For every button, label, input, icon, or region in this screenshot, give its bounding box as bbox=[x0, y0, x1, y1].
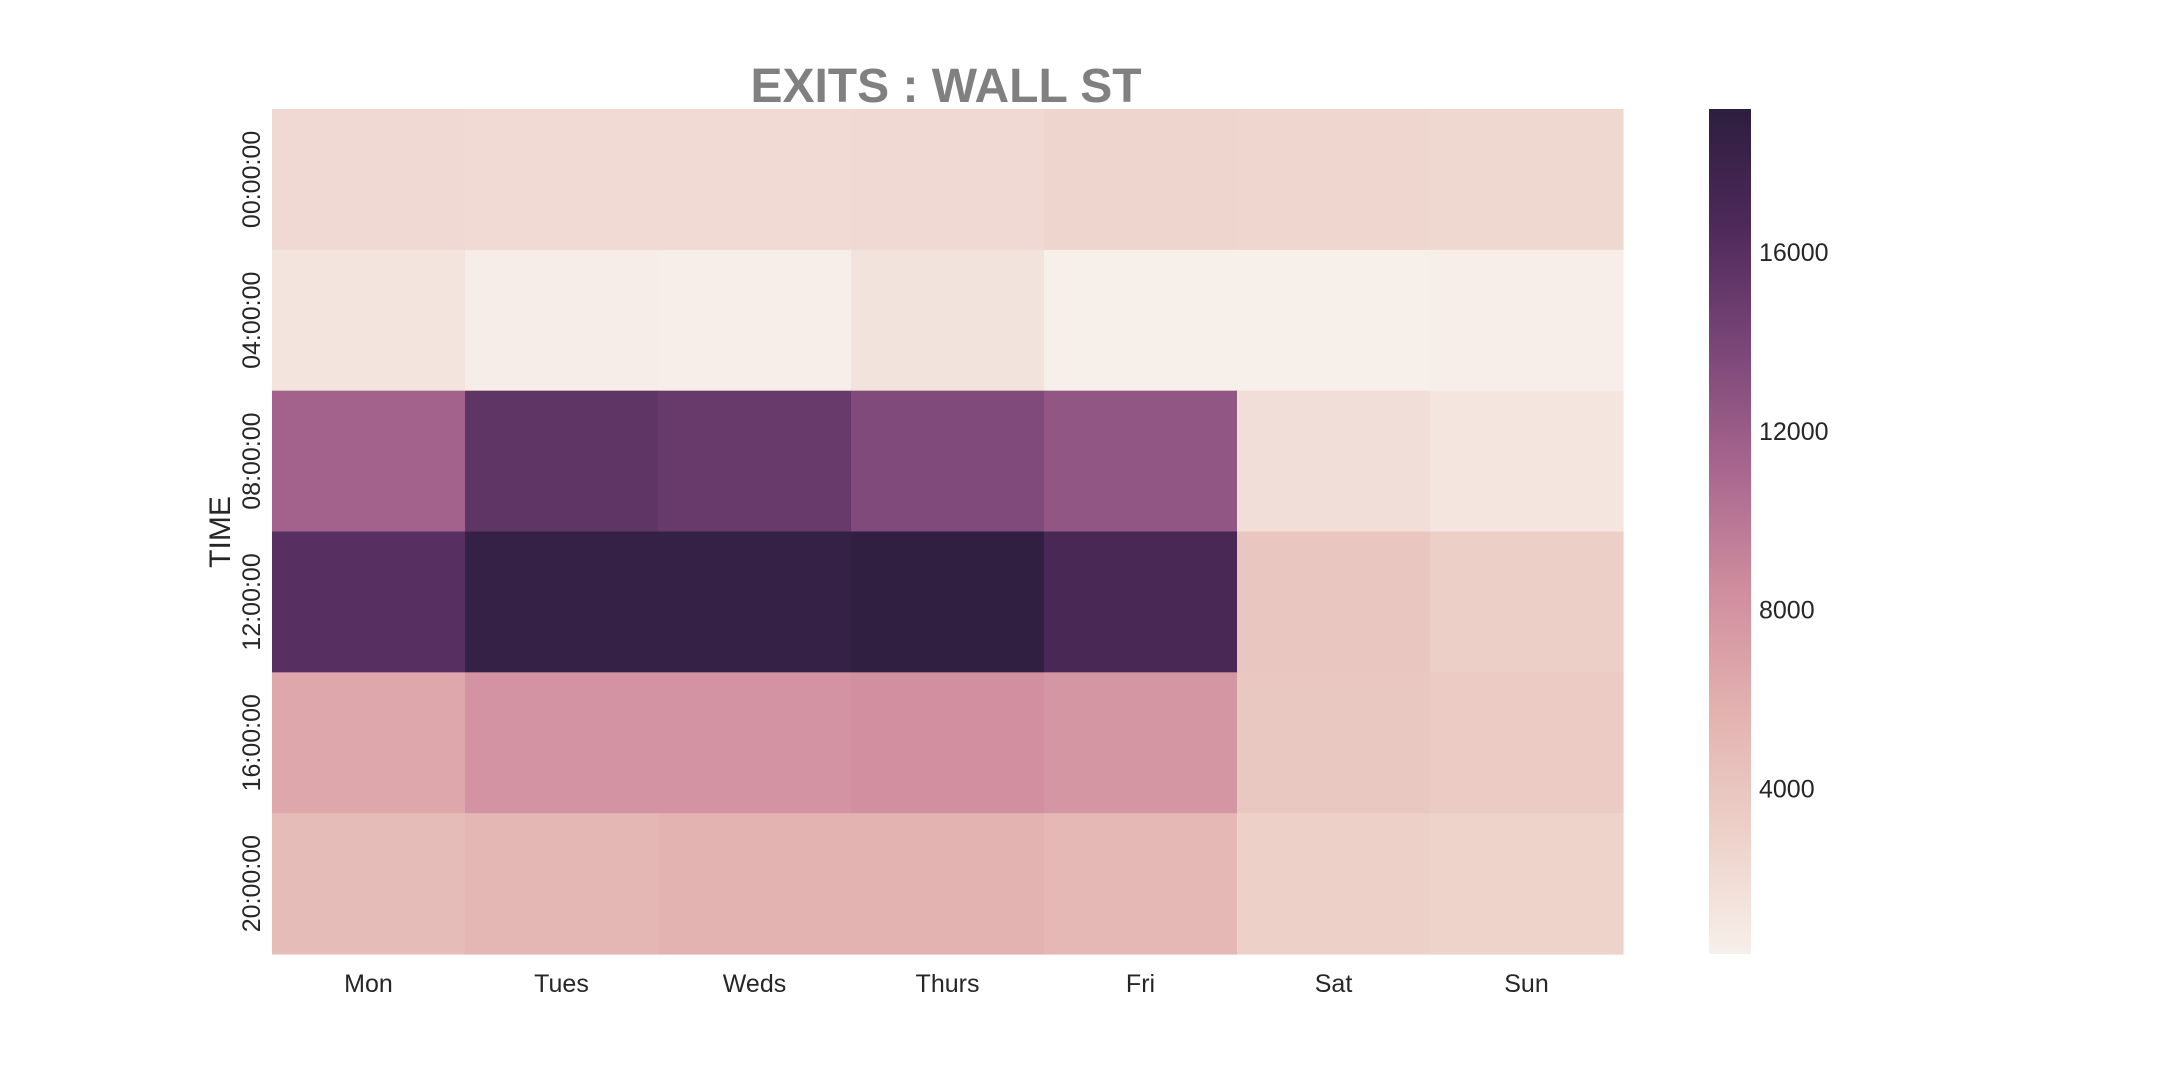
heatmap-cell-04:00:00-Fri bbox=[1044, 249, 1238, 392]
colorbar-tick-labels: 4000 8000 12000 16000 bbox=[1759, 239, 1829, 804]
heatmap-cell-16:00:00-Weds bbox=[658, 672, 852, 814]
heatmap-cell-20:00:00-Fri bbox=[1044, 813, 1238, 955]
y-tick-label-160000: 16:00:00 bbox=[238, 694, 266, 791]
x-tick-label-fri: Fri bbox=[1126, 970, 1155, 998]
y-tick-labels: 00:00:00 04:00:00 08:00:00 12:00:00 16:00:00… bbox=[238, 131, 266, 932]
heatmap-cell-04:00:00-Sat bbox=[1237, 249, 1431, 392]
heatmap-cell-00:00:00-Thurs bbox=[851, 109, 1045, 251]
heatmap-cell-12:00:00-Fri bbox=[1044, 531, 1238, 673]
heatmap-cell-16:00:00-Fri bbox=[1044, 672, 1238, 814]
heatmap-cell-00:00:00-Weds bbox=[658, 109, 852, 251]
heatmap-cell-00:00:00-Sat bbox=[1237, 109, 1431, 251]
heatmap-cell-04:00:00-Tues bbox=[465, 249, 659, 392]
heatmap-cell-12:00:00-Tues bbox=[465, 531, 659, 673]
heatmap-cell-12:00:00-Sat bbox=[1237, 531, 1431, 673]
heatmap-cell-08:00:00-Fri bbox=[1044, 390, 1238, 533]
colorbar-tick-label-4000: 4000 bbox=[1759, 776, 1815, 804]
heatmap-cell-20:00:00-Thurs bbox=[851, 813, 1045, 955]
chart-title: EXITS : WALL ST bbox=[750, 60, 1141, 113]
heatmap-cell-16:00:00-Tues bbox=[465, 672, 659, 814]
heatmap-cell-08:00:00-Thurs bbox=[851, 390, 1045, 533]
colorbar-tick-label-16000: 16000 bbox=[1759, 239, 1829, 267]
heatmap-cell-08:00:00-Sun bbox=[1430, 390, 1624, 533]
heatmap-cell-16:00:00-Sun bbox=[1430, 672, 1624, 814]
heatmap-cell-16:00:00-Thurs bbox=[851, 672, 1045, 814]
heatmap-cell-16:00:00-Sat bbox=[1237, 672, 1431, 814]
y-axis-label: TIME bbox=[204, 496, 237, 568]
heatmap-cell-08:00:00-Sat bbox=[1237, 390, 1431, 533]
heatmap-cell-00:00:00-Mon bbox=[272, 109, 466, 251]
x-tick-label-sun: Sun bbox=[1504, 970, 1548, 998]
heatmap-cell-20:00:00-Tues bbox=[465, 813, 659, 955]
y-tick-label-120000: 12:00:00 bbox=[238, 553, 266, 650]
heatmap-cell-00:00:00-Fri bbox=[1044, 109, 1238, 251]
heatmap-cell-00:00:00-Tues bbox=[465, 109, 659, 251]
heatmap-cell-12:00:00-Thurs bbox=[851, 531, 1045, 673]
heatmap-cell-08:00:00-Weds bbox=[658, 390, 852, 533]
heatmap-cell-04:00:00-Mon bbox=[272, 249, 466, 392]
heatmap-cell-08:00:00-Mon bbox=[272, 390, 466, 533]
x-tick-label-mon: Mon bbox=[344, 970, 393, 998]
heatmap-cell-20:00:00-Mon bbox=[272, 813, 466, 955]
x-tick-label-tues: Tues bbox=[534, 970, 589, 998]
x-tick-label-thurs: Thurs bbox=[916, 970, 980, 998]
heatmap-cell-20:00:00-Sun bbox=[1430, 813, 1624, 955]
heatmap-cell-20:00:00-Sat bbox=[1237, 813, 1431, 955]
heatmap-cell-12:00:00-Weds bbox=[658, 531, 852, 673]
heatmap-cell-20:00:00-Weds bbox=[658, 813, 852, 955]
heatmap-cell-12:00:00-Mon bbox=[272, 531, 466, 673]
x-tick-label-sat: Sat bbox=[1315, 970, 1353, 998]
y-tick-label-080000: 08:00:00 bbox=[238, 412, 266, 509]
y-tick-label-000000: 00:00:00 bbox=[238, 131, 266, 228]
heatmap-cell-00:00:00-Sun bbox=[1430, 109, 1624, 251]
x-tick-labels: Mon Tues Weds Thurs Fri Sat Sun bbox=[344, 970, 1549, 998]
heatmap-cell-12:00:00-Sun bbox=[1430, 531, 1624, 673]
heatmap-cell-04:00:00-Thurs bbox=[851, 249, 1045, 392]
x-tick-label-weds: Weds bbox=[723, 970, 786, 998]
heatmap-cell-16:00:00-Mon bbox=[272, 672, 466, 814]
heatmap-cell-04:00:00-Weds bbox=[658, 249, 852, 392]
heatmap-cell-08:00:00-Tues bbox=[465, 390, 659, 533]
colorbar bbox=[1709, 109, 1751, 954]
colorbar-tick-label-8000: 8000 bbox=[1759, 597, 1815, 625]
heatmap-cell-04:00:00-Sun bbox=[1430, 249, 1624, 392]
y-tick-label-040000: 04:00:00 bbox=[238, 272, 266, 369]
y-tick-label-200000: 20:00:00 bbox=[238, 835, 266, 932]
heatmap-cells bbox=[272, 109, 1624, 955]
colorbar-tick-label-12000: 12000 bbox=[1759, 418, 1829, 446]
